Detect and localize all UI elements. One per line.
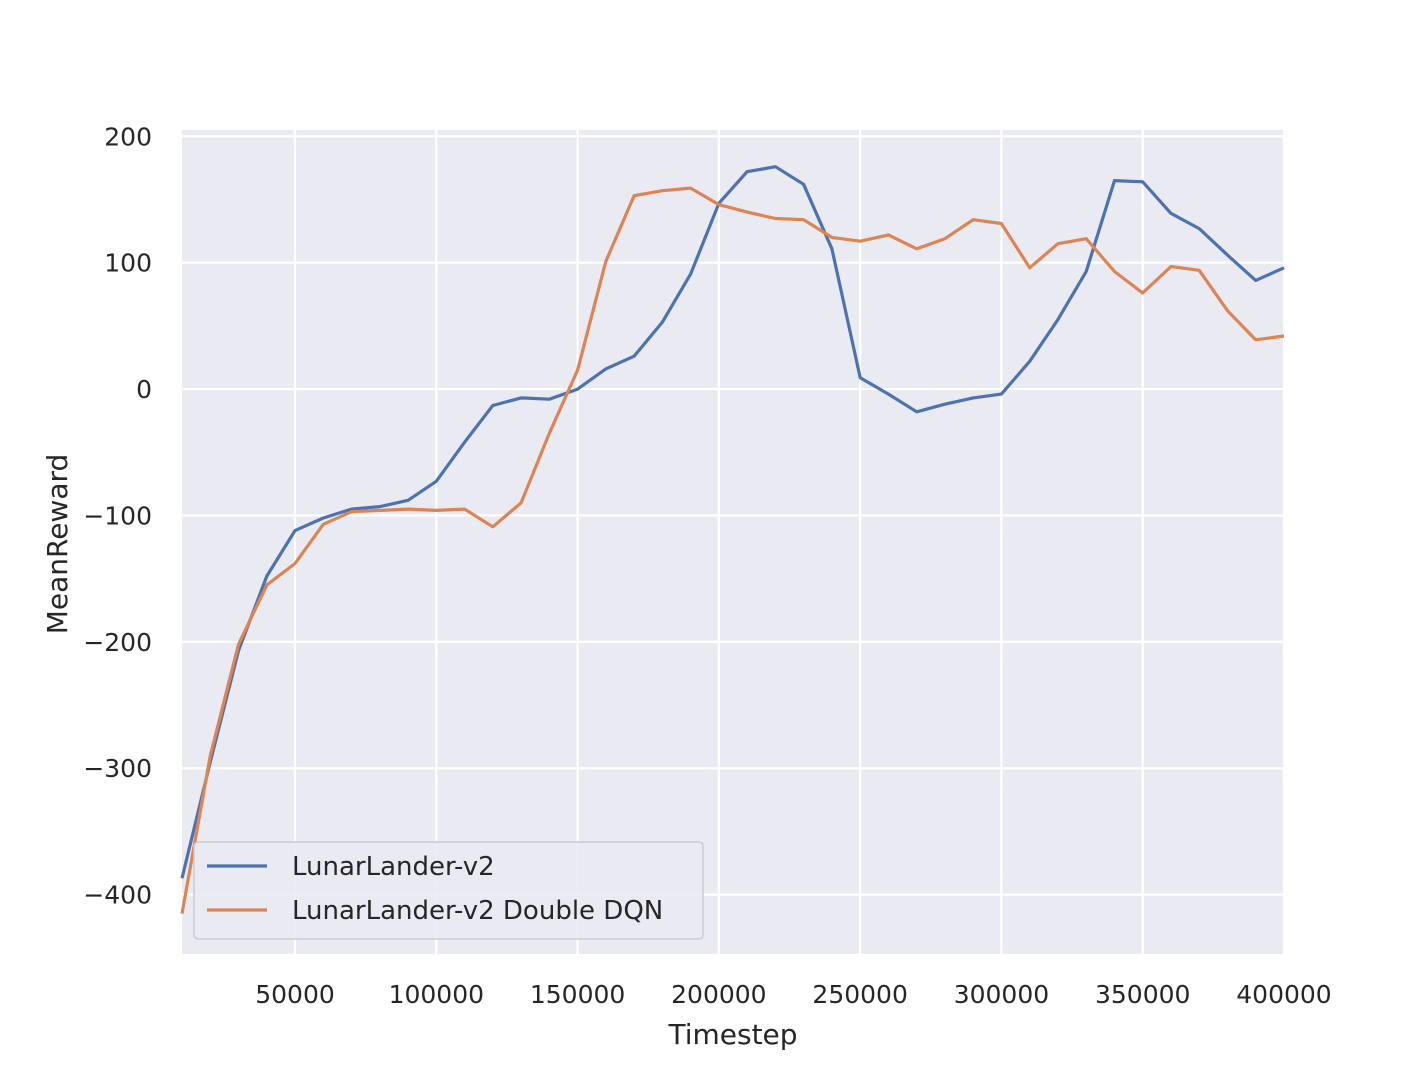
y-tick-label: −300	[83, 754, 152, 783]
y-tick-label: −200	[83, 628, 152, 657]
series-line-0	[180, 165, 1285, 879]
grid	[182, 130, 1286, 954]
x-axis-label: Timestep	[667, 1018, 797, 1051]
series-lines	[180, 165, 1285, 914]
x-tick-label: 400000	[1236, 980, 1331, 1009]
y-tick-label: 100	[104, 249, 152, 278]
series-line-1	[180, 186, 1285, 914]
legend-box	[193, 841, 704, 940]
legend: LunarLander-v2 LunarLander-v2 Double DQN	[193, 841, 704, 940]
x-tick-label: 150000	[530, 980, 625, 1009]
x-tick-label: 350000	[1095, 980, 1190, 1009]
y-tick-label: −400	[83, 881, 152, 910]
x-tick-label: 200000	[671, 980, 766, 1009]
legend-label-lunarlander-double-dqn: LunarLander-v2 Double DQN	[292, 896, 663, 926]
x-tick-labels: 50000 100000 150000 200000 250000 300000 35000…	[255, 980, 1331, 1009]
y-axis-label: MeanReward	[41, 454, 74, 635]
x-tick-label: 300000	[954, 980, 1049, 1009]
y-tick-label: 0	[136, 375, 152, 404]
plot-background	[182, 130, 1284, 954]
y-tick-labels: 200 100 0 −100 −200 −300 −400	[83, 122, 152, 909]
y-tick-label: 200	[104, 122, 152, 151]
y-tick-label: −100	[83, 501, 152, 530]
x-tick-label: 50000	[255, 980, 335, 1009]
x-tick-label: 250000	[812, 980, 907, 1009]
legend-label-lunarlander: LunarLander-v2	[292, 852, 495, 882]
x-tick-label: 100000	[389, 980, 484, 1009]
